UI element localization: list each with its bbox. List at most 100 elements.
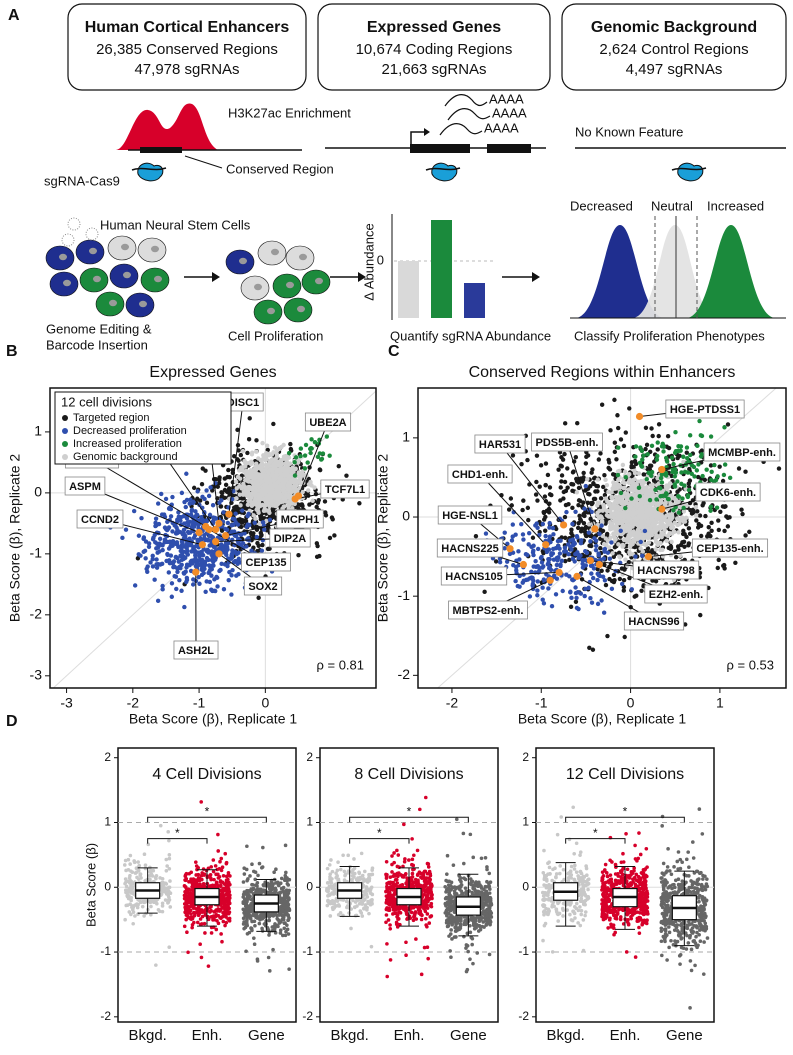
point-cloud bbox=[643, 529, 647, 533]
point-cloud bbox=[344, 473, 348, 477]
point-cloud bbox=[667, 517, 671, 521]
point-cloud bbox=[596, 484, 600, 488]
point-cloud bbox=[215, 584, 219, 588]
chart-title: Expressed Genes bbox=[149, 364, 276, 381]
nucleus bbox=[299, 254, 307, 260]
point-cloud bbox=[673, 430, 677, 434]
point-cloud bbox=[220, 491, 224, 495]
point-cloud bbox=[685, 445, 689, 449]
point-cloud bbox=[528, 594, 532, 598]
point-cloud bbox=[622, 444, 626, 448]
point-cloud bbox=[612, 527, 616, 531]
point-cloud bbox=[152, 578, 156, 582]
point-cloud bbox=[279, 458, 283, 462]
point-cloud bbox=[614, 505, 618, 509]
point-cloud bbox=[699, 454, 703, 458]
point-cloud bbox=[317, 554, 321, 558]
point-cloud bbox=[243, 460, 247, 464]
point-cloud bbox=[678, 554, 682, 558]
point-cloud bbox=[170, 595, 174, 599]
point-cloud bbox=[219, 498, 223, 502]
point-cloud bbox=[664, 514, 668, 518]
point-cloud bbox=[675, 516, 679, 520]
point-cloud bbox=[680, 515, 684, 519]
point-cloud bbox=[640, 508, 644, 512]
point-cloud bbox=[674, 555, 678, 559]
point-cloud bbox=[543, 483, 547, 487]
point-cloud bbox=[521, 537, 525, 541]
point-cloud bbox=[279, 484, 283, 488]
jitter-point bbox=[146, 843, 150, 847]
step-label: Cell Proliferation bbox=[228, 328, 323, 343]
point-cloud bbox=[547, 537, 551, 541]
point-cloud bbox=[590, 600, 594, 604]
schematic-bar bbox=[431, 220, 452, 318]
point-cloud bbox=[191, 577, 195, 581]
legend-label: Decreased proliferation bbox=[73, 425, 187, 437]
point-cloud bbox=[682, 540, 686, 544]
box-title: Expressed Genes bbox=[367, 19, 501, 36]
x-tick-label: Enh. bbox=[192, 1027, 223, 1044]
point-cloud bbox=[240, 486, 244, 490]
legend-title: 12 cell divisions bbox=[61, 394, 153, 409]
point-cloud bbox=[589, 471, 593, 475]
point-cloud bbox=[195, 489, 199, 493]
point-cloud bbox=[517, 557, 521, 561]
point-cloud bbox=[137, 534, 141, 538]
point-cloud bbox=[624, 475, 628, 479]
point-cloud bbox=[685, 456, 689, 460]
y-tick-label: 1 bbox=[104, 815, 111, 829]
pointer bbox=[185, 156, 222, 168]
point-cloud bbox=[539, 555, 543, 559]
point-cloud bbox=[543, 529, 547, 533]
point-cloud bbox=[579, 591, 583, 595]
point-cloud bbox=[534, 480, 538, 484]
point-cloud bbox=[207, 494, 211, 498]
point-cloud bbox=[124, 527, 128, 531]
point-cloud bbox=[656, 440, 660, 444]
point-cloud bbox=[622, 567, 626, 571]
point-cloud bbox=[659, 535, 663, 539]
point-cloud bbox=[199, 536, 203, 540]
point-cloud bbox=[727, 515, 731, 519]
point-cloud bbox=[175, 570, 179, 574]
point-cloud bbox=[253, 470, 257, 474]
legend-label: Genomic background bbox=[73, 451, 178, 463]
point-cloud bbox=[575, 535, 579, 539]
point-cloud bbox=[624, 430, 628, 434]
y-axis-label: Beta Score (β), Replicate 2 bbox=[7, 454, 23, 623]
cas9-icon bbox=[138, 163, 163, 181]
point-cloud bbox=[612, 398, 616, 402]
y-tick-label: 0 bbox=[104, 879, 111, 893]
point-cloud bbox=[603, 578, 607, 582]
point-label: ASH2L bbox=[178, 645, 214, 657]
schematic-bar bbox=[464, 283, 485, 318]
point-cloud bbox=[288, 479, 292, 483]
box-line: 21,663 sgRNAs bbox=[381, 61, 486, 78]
point-cloud bbox=[272, 462, 276, 466]
point-cloud bbox=[265, 474, 269, 478]
point-cloud bbox=[630, 460, 634, 464]
point-label: HGE-PTDSS1 bbox=[670, 404, 740, 416]
point-cloud bbox=[609, 540, 613, 544]
point-cloud bbox=[588, 484, 592, 488]
point-cloud bbox=[629, 496, 633, 500]
point-cloud bbox=[650, 550, 654, 554]
point-cloud bbox=[584, 461, 588, 465]
point-cloud bbox=[654, 533, 658, 537]
point-cloud bbox=[202, 497, 206, 501]
point-cloud bbox=[582, 506, 586, 510]
point-cloud bbox=[158, 537, 162, 541]
point-cloud bbox=[211, 503, 215, 507]
point-cloud bbox=[157, 541, 161, 545]
point-cloud bbox=[607, 460, 611, 464]
point-cloud bbox=[574, 600, 578, 604]
jitter-point bbox=[164, 858, 168, 862]
point-cloud bbox=[547, 521, 551, 525]
point-cloud bbox=[687, 488, 691, 492]
point-cloud bbox=[535, 588, 539, 592]
jitter-point bbox=[167, 839, 171, 843]
jitter-point bbox=[129, 884, 133, 888]
point-cloud bbox=[245, 514, 249, 518]
point-cloud bbox=[172, 574, 176, 578]
